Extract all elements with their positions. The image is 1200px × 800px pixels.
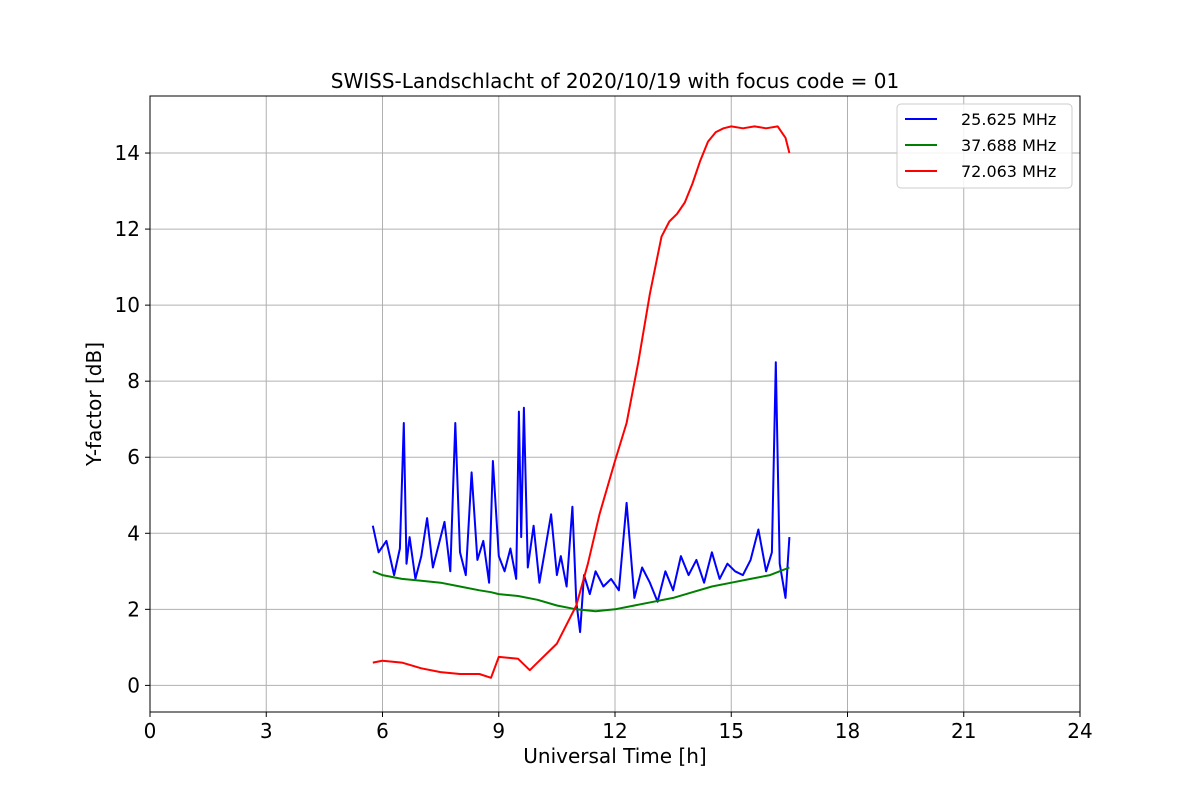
y-tick-label: 8 xyxy=(127,369,140,393)
series-line-37-688-mhz xyxy=(372,566,790,613)
x-tick-label: 21 xyxy=(951,719,976,743)
y-axis-title: Y-factor [dB] xyxy=(82,342,106,467)
x-tick-label: 3 xyxy=(260,719,273,743)
x-tick-label: 18 xyxy=(835,719,860,743)
y-tick-label: 0 xyxy=(127,673,140,697)
series-group xyxy=(371,125,791,679)
y-axis: 0 2 4 6 8 10 12 14 xyxy=(115,141,150,697)
legend: 25.625 MHz 37.688 MHz 72.063 MHz xyxy=(896,103,1073,189)
legend-box xyxy=(896,103,1073,189)
x-axis-title: Universal Time [h] xyxy=(523,744,706,768)
legend-label: 25.625 MHz xyxy=(961,110,1056,129)
y-tick-label: 6 xyxy=(127,445,140,469)
x-tick-label: 15 xyxy=(719,719,744,743)
x-tick-label: 9 xyxy=(492,719,505,743)
y-tick-label: 2 xyxy=(127,597,140,621)
y-tick-label: 12 xyxy=(115,217,140,241)
x-tick-label: 6 xyxy=(376,719,389,743)
legend-label: 37.688 MHz xyxy=(961,136,1056,155)
y-tick-label: 4 xyxy=(127,521,140,545)
series-line-25-625-mhz xyxy=(371,361,791,634)
y-tick-label: 10 xyxy=(115,293,140,317)
x-tick-label: 0 xyxy=(144,719,157,743)
legend-label: 72.063 MHz xyxy=(961,162,1056,181)
chart-title: SWISS-Landschlacht of 2020/10/19 with fo… xyxy=(331,69,899,93)
x-tick-label: 12 xyxy=(602,719,627,743)
x-axis: 0 3 6 9 12 15 18 21 24 xyxy=(144,712,1093,743)
series-line-72-063-mhz xyxy=(372,125,791,679)
y-tick-label: 14 xyxy=(115,141,140,165)
x-tick-label: 24 xyxy=(1067,719,1092,743)
